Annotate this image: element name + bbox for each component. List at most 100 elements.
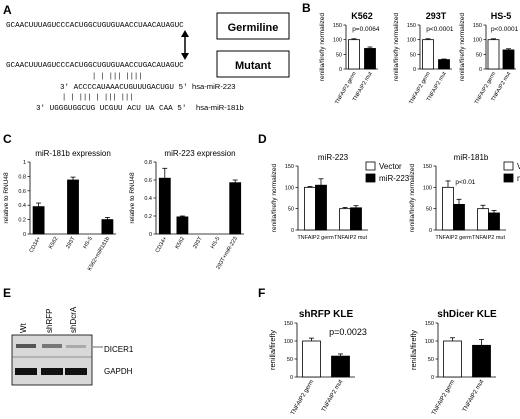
x-tick-label: TNFAIP2 germ <box>435 235 472 241</box>
y-tick-label: 0 <box>413 67 416 73</box>
panel-label-d: D <box>258 132 267 146</box>
germline-box-label: Germiline <box>228 22 279 34</box>
germline-sequence: GCAACUUUAGUCCCACUGGCUGUGUAACCUAACAUAGUC <box>6 22 184 30</box>
y-tick-label: 0.2 <box>18 218 26 224</box>
blot-label-gapdh: GAPDH <box>104 367 133 376</box>
bar <box>331 355 350 378</box>
y-tick-label: 50 <box>336 52 342 58</box>
chart-c1: miR-181b expression 0 0.2 0.4 0.6 0.8 1 relativ… <box>3 149 116 272</box>
panel-label-c: C <box>3 132 12 146</box>
bar <box>502 49 515 70</box>
bar <box>438 59 450 70</box>
y-tick-label: 0.2 <box>144 214 152 220</box>
y-tick-label: 100 <box>425 339 434 345</box>
y-tick-label: 0 <box>149 232 152 238</box>
y-tick-label: 100 <box>284 339 293 345</box>
panel-e: Wt shRFP shDcrA DICER1 GAPDH <box>11 306 134 386</box>
x-tick-label: K562 <box>48 236 60 250</box>
germline-box <box>216 12 290 40</box>
y-tick-label: 1 <box>23 160 26 166</box>
bar <box>348 39 360 70</box>
y-tick-label: 0.6 <box>18 189 26 195</box>
blot-lane-label: shDcrA <box>69 306 78 333</box>
legend-swatch <box>503 161 514 171</box>
y-tick-label: 0 <box>429 228 432 234</box>
x-tick-label: HS-5 <box>82 236 93 250</box>
p-value-annotation: p=0.0064 <box>352 26 380 33</box>
y-tick-label: 0 <box>431 375 434 381</box>
mutant-box-label: Mutant <box>235 60 271 72</box>
bar <box>101 219 114 235</box>
chart-title: miR-223 expression <box>164 149 235 158</box>
y-tick-label: 150 <box>423 164 432 170</box>
x-tick-label: TNFAIP2 germ <box>431 379 456 416</box>
blot-label-dicer1: DICER1 <box>104 345 134 354</box>
blot-band-dicer-shrfp <box>42 344 62 348</box>
y-tick-label: 50 <box>476 52 482 58</box>
blot-band-dicer-wt <box>16 344 36 348</box>
x-tick-label: 293T <box>192 235 204 249</box>
pairing-lines-181b: | | ||| | ||| ||| <box>62 94 133 102</box>
bar <box>472 344 491 378</box>
panel-label-b: B <box>302 1 311 15</box>
y-tick-label: 0.8 <box>18 174 26 180</box>
bar <box>487 39 500 70</box>
y-axis-label: renilla/firefly normalized <box>271 163 278 232</box>
legend-swatch <box>365 161 376 171</box>
p-value-annotation: p<0.01 <box>455 179 475 186</box>
y-tick-label: 50 <box>426 207 432 213</box>
chart-title: K562 <box>351 11 373 21</box>
legend-label: miR-223 <box>379 174 410 183</box>
y-tick-label: 50 <box>287 357 293 363</box>
y-tick-label: 0.4 <box>144 196 152 202</box>
blot-band-gapdh-shdcra <box>65 368 87 375</box>
bar <box>443 340 462 378</box>
y-tick-label: 150 <box>407 23 416 29</box>
y-tick-label: 50 <box>288 207 294 213</box>
legend-label: Vector <box>379 162 402 171</box>
bar <box>67 179 79 235</box>
y-tick-label: 0 <box>23 232 26 238</box>
y-tick-label: 100 <box>473 38 482 44</box>
chart-title: miR-181b <box>454 153 489 162</box>
panel-label-a: A <box>3 3 12 17</box>
y-axis-label: relative to RNU48 <box>129 172 136 224</box>
y-axis-label: renilla/firefly normalized <box>409 163 416 232</box>
bar <box>477 208 489 231</box>
chart-title: 293T <box>426 11 447 21</box>
mutant-sequence: GCAACUUUAGUCCCACUGGCUGUGUAACCUGACAUAGUC <box>6 62 184 70</box>
y-axis-label: relative to RNU48 <box>3 172 10 224</box>
legend-swatch <box>365 173 376 183</box>
legend-label: Vector <box>517 162 520 171</box>
y-tick-label: 100 <box>407 38 416 44</box>
bar <box>158 177 171 235</box>
y-axis-label: renilla/firefly <box>268 330 277 370</box>
bar <box>488 212 500 231</box>
bar <box>453 203 465 231</box>
y-axis-label: renilla/firefly normalized <box>459 12 466 81</box>
y-tick-label: 150 <box>425 321 434 327</box>
y-tick-label: 100 <box>285 185 294 191</box>
blot-band-dicer-shdcra <box>66 345 86 348</box>
y-tick-label: 0.6 <box>144 178 152 184</box>
panel-label-f: F <box>258 286 265 300</box>
x-tick-label: TNFAIP2 germ <box>290 379 315 416</box>
bar <box>229 182 242 235</box>
y-axis-label: renilla/firefly normalized <box>319 12 326 81</box>
chart-d1: miR-223 0 50 100 150 renilla/firefly normaliz… <box>271 153 410 241</box>
y-tick-label: 150 <box>333 23 342 29</box>
y-tick-label: 0 <box>290 375 293 381</box>
mir181b-name: hsa-miR-181b <box>196 103 244 112</box>
blot-lane-label: shRFP <box>45 309 54 333</box>
chart-title: miR-181b expression <box>35 149 111 158</box>
x-tick-label: TNFAIP2 germ <box>297 235 334 241</box>
y-axis-label: renilla/firefly <box>409 330 418 370</box>
x-tick-label: HS-5 <box>210 236 221 250</box>
y-tick-label: 100 <box>423 185 432 191</box>
chart-title: shRFP KLE <box>299 309 354 320</box>
mutation-arrow-up <box>181 30 189 37</box>
chart-d2: miR-181b 0 50 100 150 renilla/firefly normali… <box>409 153 520 241</box>
